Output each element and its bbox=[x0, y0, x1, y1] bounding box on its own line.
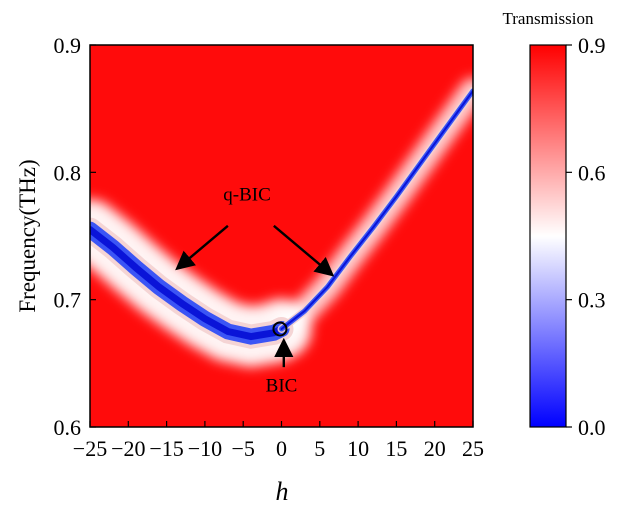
x-tick-label: 25 bbox=[462, 436, 484, 461]
x-tick-label: −25 bbox=[73, 436, 107, 461]
x-tick-label: −10 bbox=[188, 436, 222, 461]
y-axis-label: Frequency(THz) bbox=[15, 159, 40, 312]
x-axis-label: h bbox=[276, 477, 289, 506]
x-tick-label: 15 bbox=[385, 436, 407, 461]
bic-marker bbox=[272, 321, 288, 337]
band-core-right bbox=[280, 89, 473, 330]
colorbar-label: Transmission bbox=[502, 9, 594, 28]
x-axis-ticks: −25 −20 −15 −10 −5 0 5 10 15 20 25 bbox=[73, 421, 484, 461]
colorbar-tick-label: 0.6 bbox=[578, 160, 606, 185]
y-tick-label: 0.9 bbox=[54, 33, 82, 58]
y-tick-label: 0.6 bbox=[54, 415, 82, 440]
colorbar-tick-label: 0.0 bbox=[578, 415, 606, 440]
annotation-arrow bbox=[175, 224, 229, 271]
annotation-label: BIC bbox=[266, 375, 298, 396]
annotation-arrow bbox=[273, 224, 335, 277]
x-tick-label: 0 bbox=[276, 436, 287, 461]
heatmap-area bbox=[90, 45, 473, 427]
colorbar-ticks: 0.0 0.3 0.6 0.9 bbox=[566, 33, 606, 440]
y-tick-label: 0.7 bbox=[54, 288, 82, 313]
colorbar-tick-label: 0.3 bbox=[578, 288, 606, 313]
annotations: q-BIC BIC bbox=[175, 184, 335, 396]
colorbar-tick-label: 0.9 bbox=[578, 33, 606, 58]
annotation-label: q-BIC bbox=[223, 184, 271, 205]
y-tick-label: 0.8 bbox=[54, 160, 82, 185]
x-tick-label: −15 bbox=[149, 436, 183, 461]
band-core-left bbox=[90, 226, 285, 341]
colorbar bbox=[529, 44, 567, 428]
y-axis-ticks: 0.6 0.7 0.8 0.9 bbox=[54, 33, 96, 440]
x-tick-label: 10 bbox=[347, 436, 369, 461]
x-tick-label: 20 bbox=[424, 436, 446, 461]
x-tick-label: −5 bbox=[231, 436, 254, 461]
heatmap-background bbox=[90, 45, 473, 427]
x-tick-label: −20 bbox=[111, 436, 145, 461]
x-tick-label: 5 bbox=[314, 436, 325, 461]
